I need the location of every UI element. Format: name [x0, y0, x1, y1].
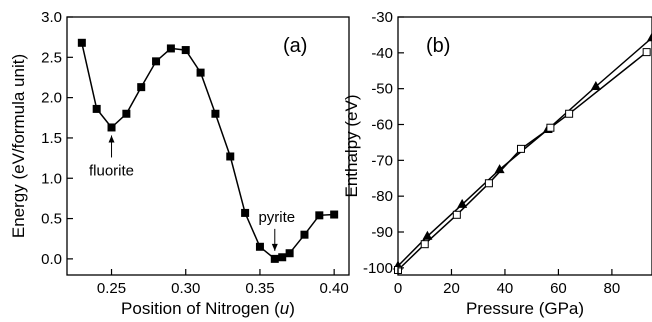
panel-a-series-0-point — [270, 254, 279, 263]
panel-a-series-0-point — [226, 152, 235, 161]
panel-b-xtick-label: 80 — [604, 280, 621, 297]
panel-a-ytick-label: 0.0 — [41, 251, 62, 268]
panel-a-series-0-point — [255, 242, 264, 251]
panel-a-xlabel-end: ) — [289, 299, 295, 318]
panel-a-series-0-point — [122, 109, 131, 118]
panel-b-xtick-label: 20 — [443, 280, 460, 297]
panel-b-series-0-point — [422, 230, 433, 240]
annotation-arrow-head — [108, 135, 115, 143]
panel-a-series-0-point — [77, 38, 86, 47]
panel-b-ylabel: Enthalpy (eV) — [342, 95, 361, 198]
panel-a-frame — [66, 16, 350, 276]
panel-a-xtick-label: 0.40 — [320, 280, 349, 297]
panel-a-series-0-point — [211, 109, 220, 118]
panel-a-series-0-point — [241, 208, 250, 217]
panel-a-xlabel-main: Position of Nitrogen ( — [121, 299, 280, 318]
panel-a-xtick-label: 0.30 — [171, 280, 200, 297]
panel-b-series-1-line — [397, 51, 648, 271]
panel-a-series-0-point — [330, 210, 339, 219]
panel-b-ytick-label: -70 — [371, 152, 393, 169]
panel-b-series-0-point — [457, 198, 468, 208]
panel-b-series-1-point — [642, 48, 651, 57]
panel-b-series-1-point — [546, 123, 555, 132]
panel-a-series-0-point — [285, 249, 294, 258]
panel-a-series-0-point — [300, 230, 309, 239]
panel-b-label: (b) — [426, 35, 450, 57]
panel-b-series-1-point — [484, 179, 493, 188]
annotation-fluorite: fluorite — [89, 162, 134, 179]
panel-a-ytick-label: 1.5 — [41, 130, 62, 147]
panel-a-series-0-point — [196, 68, 205, 77]
panel-b-ytick-label: -40 — [371, 45, 393, 62]
panel-a-ytick-label: 3.0 — [41, 9, 62, 26]
panel-b-ytick-label: -60 — [371, 117, 393, 134]
annotation-arrow-head — [271, 243, 278, 251]
panel-a-series-0-point — [278, 253, 287, 262]
panel-a-xtick-label: 0.25 — [97, 280, 126, 297]
panel-a-ylabel: Energy (eV/formula unit) — [9, 54, 28, 238]
panel-b-xtick-label: 40 — [497, 280, 514, 297]
panel-a-ytick-label: 2.0 — [41, 90, 62, 107]
panel-b-series-1-point — [516, 144, 525, 153]
panel-a-ytick-label: 0.5 — [41, 211, 62, 228]
panel-a-series-0-point — [315, 211, 324, 220]
panel-a-series-0-point — [181, 46, 190, 55]
panel-a-series-0-point — [107, 123, 116, 132]
panel-a-ytick-label: 2.5 — [41, 49, 62, 66]
panel-b-series-0-point — [590, 81, 601, 91]
panel-b-series-0-point — [647, 32, 652, 42]
panel-b-frame — [397, 16, 652, 276]
panel-a: 0.25 0.30 0.35 0.40 0.0 0.5 1.0 1.5 2.0 2.5 3.0 (a… — [9, 9, 350, 318]
panel-a-label: (a) — [283, 35, 307, 57]
panel-b-ytick-label: -50 — [371, 81, 393, 98]
panel-b-series-0-point — [494, 164, 505, 174]
panel-b-ytick-label: -90 — [371, 224, 393, 241]
panel-a-xtick-label: 0.35 — [245, 280, 274, 297]
panel-b-ytick-label: -80 — [371, 188, 393, 205]
panel-a-ytick-label: 1.0 — [41, 170, 62, 187]
panel-b-ytick-label: -100 — [363, 260, 393, 277]
panel-b: 0 20 40 60 80 -100 -90 -80 -70 -60 -50 -40 -30 (b) E… — [342, 9, 652, 318]
panel-a-xlabel: Position of Nitrogen (u) — [121, 299, 295, 318]
annotation-pyrite: pyrite — [258, 209, 295, 226]
panel-b-series-1-point — [420, 240, 429, 249]
panel-b-series-1-point — [565, 109, 574, 118]
panel-a-series-0-point — [166, 44, 175, 53]
panel-b-ytick-label: -30 — [371, 9, 393, 26]
panel-a-series-0-point — [152, 57, 161, 66]
panel-a-series-0-point — [92, 104, 101, 113]
panel-a-series-0-point — [137, 83, 146, 92]
panel-b-series-0-line — [397, 37, 652, 267]
panel-b-xlabel: Pressure (GPa) — [466, 299, 584, 318]
panel-b-series-1-point — [452, 210, 461, 219]
panel-a-series-0-line — [81, 42, 335, 260]
panel-b-xtick-label: 0 — [394, 280, 402, 297]
panel-b-xtick-label: 60 — [550, 280, 567, 297]
panel-a-xlabel-var: u — [280, 299, 290, 318]
